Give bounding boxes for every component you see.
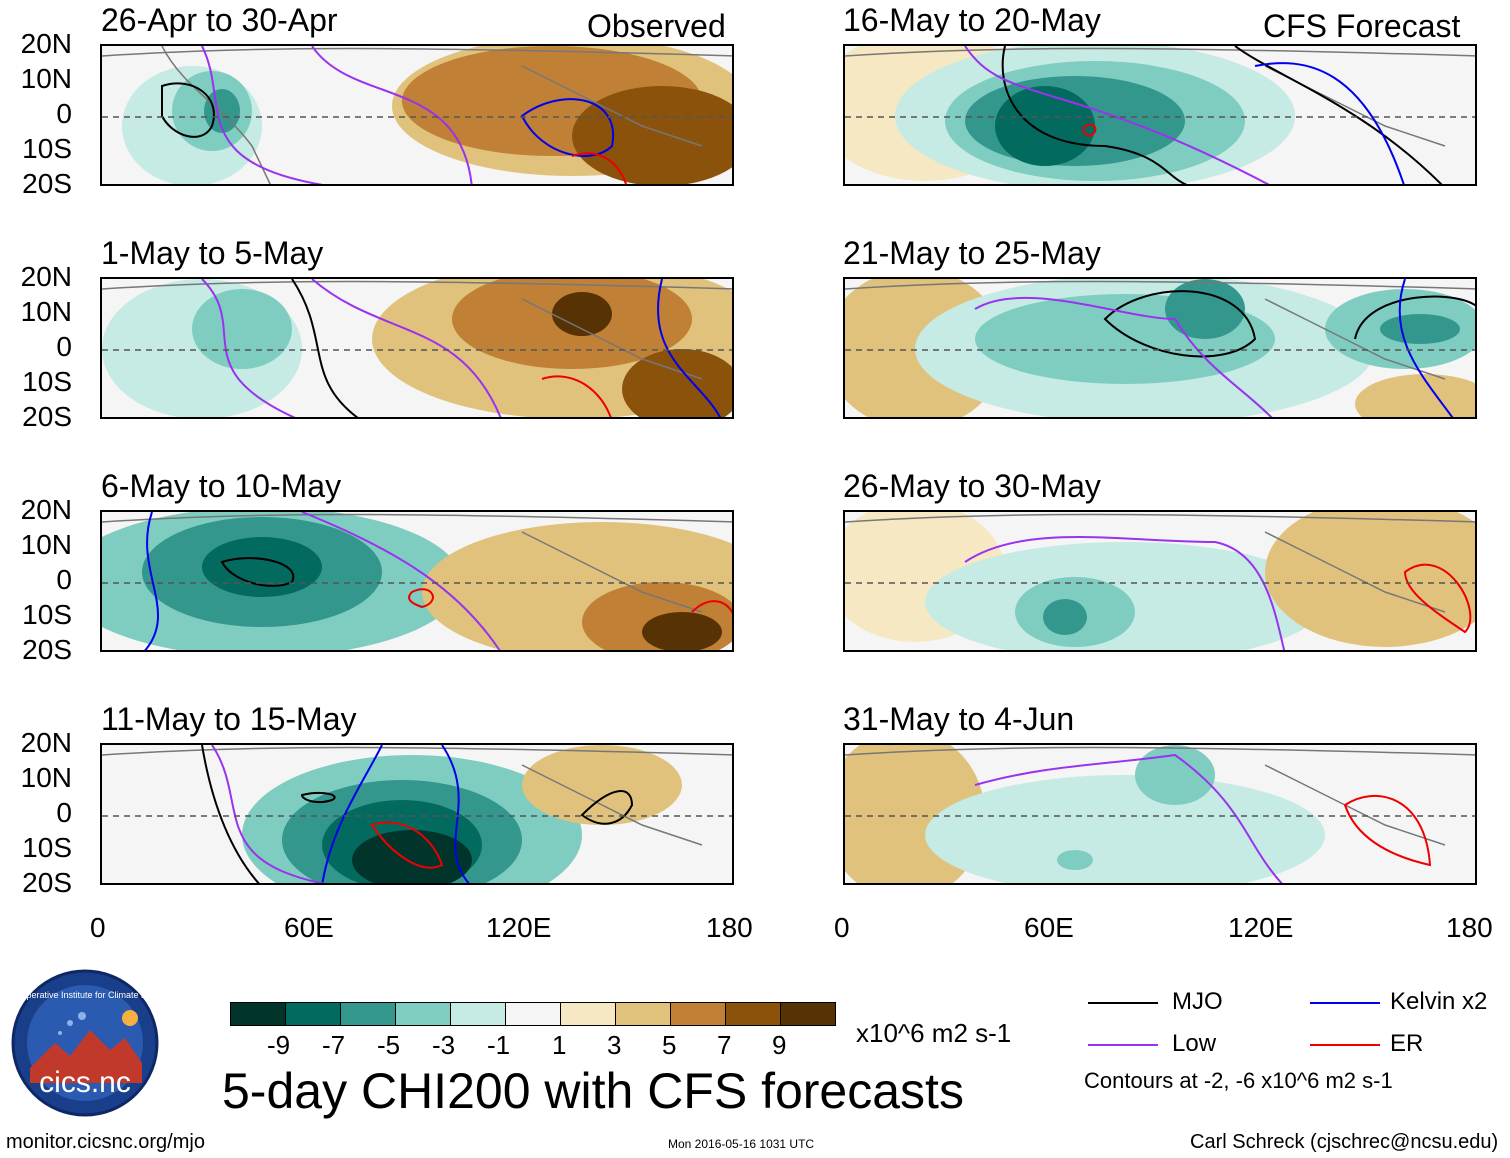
legend-low-label: Low [1172, 1030, 1217, 1057]
colorbar-tick-5: 1 [552, 1030, 567, 1060]
lat-label-row3-1: 10N [20, 529, 72, 560]
map-panel-2 [100, 277, 734, 419]
colorbar-swatch-1 [285, 1002, 341, 1026]
cfs-forecast-label: CFS Forecast [1263, 8, 1461, 44]
lat-label-row3-2: 0 [56, 564, 72, 595]
cicsnc-logo: Cooperative Institute for Climate and Sa… [10, 968, 196, 1118]
footer-author: Carl Schreck (cjschrec@ncsu.edu) [1190, 1131, 1499, 1153]
lat-label-row1-2: 0 [56, 98, 72, 129]
lon-label-left-60e: 60E [284, 912, 334, 943]
panel-title-5: 16-May to 20-May [843, 2, 1101, 38]
lon-label-right-60e: 60E [1024, 912, 1074, 943]
lon-label-right-120e: 120E [1228, 912, 1294, 943]
lat-label-row3-4: 20S [22, 634, 72, 665]
colorbar-tick-3: -3 [432, 1030, 456, 1060]
logo-text: cics.nc [39, 1066, 131, 1099]
panel-title-1: 26-Apr to 30-Apr [101, 2, 338, 38]
legend-mjo-label: MJO [1172, 988, 1223, 1015]
legend-er-line [1310, 1044, 1380, 1046]
legend-er-label: ER [1390, 1030, 1424, 1057]
colorbar-tick-0: -9 [267, 1030, 291, 1060]
colorbar-swatch-0 [230, 1002, 286, 1026]
colorbar-swatch-5 [505, 1002, 561, 1026]
map-panel-3 [100, 510, 734, 652]
panel-title-8: 31-May to 4-Jun [843, 701, 1075, 737]
lat-label-row3-0: 20N [20, 494, 72, 525]
map-panel-5 [843, 44, 1477, 186]
legend-contour-note: Contours at -2, -6 x10^6 m2 s-1 [1084, 1068, 1393, 1093]
panel-title-7: 26-May to 30-May [843, 468, 1101, 504]
lat-label-row4-4: 20S [22, 867, 72, 898]
map-panel-7 [843, 510, 1477, 652]
panel-title-6: 21-May to 25-May [843, 235, 1101, 271]
lat-label-row4-2: 0 [56, 797, 72, 828]
colorbar-swatch-4 [450, 1002, 506, 1026]
colorbar-tick-8: 7 [717, 1030, 732, 1060]
lat-label-row2-0: 20N [20, 261, 72, 292]
panel-title-2: 1-May to 5-May [101, 235, 324, 271]
colorbar-tick-9: 9 [772, 1030, 787, 1060]
colorbar-tick-4: -1 [487, 1030, 511, 1060]
lat-label-row2-3: 10S [22, 366, 72, 397]
lon-label-right-180: 180 [1446, 912, 1493, 943]
colorbar-swatch-8 [670, 1002, 726, 1026]
lon-label-left-0: 0 [90, 912, 106, 943]
colorbar-tick-6: 3 [607, 1030, 622, 1060]
lat-label-row1-3: 10S [22, 133, 72, 164]
colorbar-swatch-9 [725, 1002, 781, 1026]
logo-ring-text: Cooperative Institute for Climate and Sa… [10, 990, 196, 1000]
lat-label-row4-0: 20N [20, 727, 72, 758]
map-panel-8 [843, 743, 1477, 885]
colorbar-swatch-3 [395, 1002, 451, 1026]
legend-low-line [1088, 1044, 1158, 1046]
main-title: 5-day CHI200 with CFS forecasts [222, 1063, 964, 1119]
footer-url: monitor.cicsnc.org/mjo [6, 1131, 205, 1153]
lat-label-row2-4: 20S [22, 401, 72, 432]
lat-label-row4-1: 10N [20, 762, 72, 793]
map-panel-4 [100, 743, 734, 885]
observed-label: Observed [587, 8, 726, 44]
lat-label-row4-3: 10S [22, 832, 72, 863]
lon-label-right-0: 0 [834, 912, 850, 943]
lon-label-left-120e: 120E [486, 912, 552, 943]
colorbar-tick-7: 5 [662, 1030, 677, 1060]
map-panel-1 [100, 44, 734, 186]
panel-title-3: 6-May to 10-May [101, 468, 342, 504]
colorbar-swatch-6 [560, 1002, 616, 1026]
map-panel-6 [843, 277, 1477, 419]
legend-kelvin-label: Kelvin x2 [1390, 988, 1488, 1015]
lat-label-row1-0: 20N [20, 28, 72, 59]
legend-mjo-line [1088, 1002, 1158, 1004]
colorbar-swatch-7 [615, 1002, 671, 1026]
lon-label-left-180: 180 [706, 912, 753, 943]
lat-label-row1-4: 20S [22, 168, 72, 199]
lat-label-row2-1: 10N [20, 296, 72, 327]
colorbar-tick-2: -5 [377, 1030, 401, 1060]
lat-label-row1-1: 10N [20, 63, 72, 94]
colorbar-swatch-2 [340, 1002, 396, 1026]
colorbar-tick-1: -7 [322, 1030, 346, 1060]
lat-label-row3-3: 10S [22, 599, 72, 630]
panel-title-4: 11-May to 15-May [101, 701, 357, 737]
lat-label-row2-2: 0 [56, 331, 72, 362]
legend-kelvin-line [1310, 1002, 1380, 1004]
colorbar-units: x10^6 m2 s-1 [856, 1018, 1012, 1048]
colorbar-swatch-10 [780, 1002, 836, 1026]
footer-timestamp: Mon 2016-05-16 1031 UTC [668, 1137, 815, 1151]
